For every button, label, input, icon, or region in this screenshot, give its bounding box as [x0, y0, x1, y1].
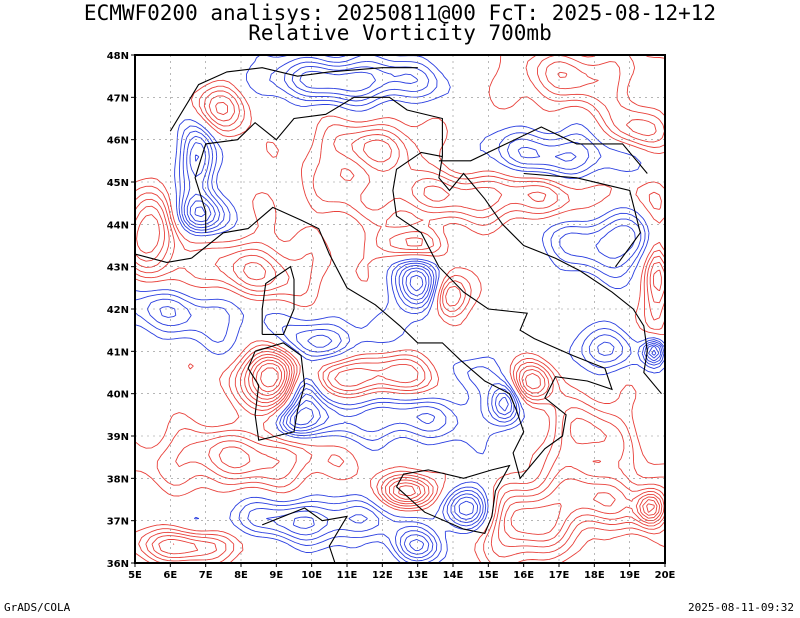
positive-vorticity-contour: [135, 55, 665, 562]
lon-tick-label: 13E: [407, 570, 428, 581]
lat-tick-label: 36N: [107, 559, 129, 570]
lon-tick-label: 20E: [655, 570, 676, 581]
positive-vorticity-contour: [260, 367, 655, 513]
positive-vorticity-contour: [135, 55, 665, 563]
lat-tick-label: 42N: [107, 305, 129, 316]
lon-tick-label: 14E: [443, 570, 464, 581]
vorticity-contours: [135, 55, 665, 563]
negative-vorticity-contour: [146, 60, 665, 562]
negative-vorticity-contour: [159, 65, 663, 559]
sicily-coast: [396, 464, 511, 535]
lon-tick-label: 11E: [337, 570, 358, 581]
latitude-axis: 48N 47N 46N 45N 44N 43N 42N 41N 40N 39N 38N 37N 36N: [107, 51, 135, 570]
positive-vorticity-contour: [135, 61, 665, 559]
lon-tick-label: 17E: [549, 570, 570, 581]
lon-tick-label: 6E: [163, 570, 177, 581]
sardinia-coast: [247, 342, 306, 441]
swiss-austria-border: [169, 67, 418, 132]
positive-vorticity-contour: [135, 55, 665, 563]
italy-peninsula-coast: [191, 151, 613, 480]
positive-vorticity-contour: [255, 363, 658, 516]
longitude-axis: 5E 6E 7E 8E 9E 10E 11E 12E 13E 14E 15E 16E 17E 18E 19E…: [128, 563, 676, 581]
coastlines: [135, 67, 662, 563]
lon-tick-label: 8E: [234, 570, 248, 581]
lat-tick-label: 44N: [107, 220, 129, 231]
negative-vorticity-contour: [186, 70, 662, 555]
positive-vorticity-contour: [136, 214, 663, 545]
bosnia-border: [523, 172, 641, 268]
lat-tick-label: 46N: [107, 136, 129, 147]
lon-tick-label: 12E: [372, 570, 393, 581]
balkan-coast: [438, 156, 662, 395]
lat-tick-label: 45N: [107, 178, 129, 189]
lon-tick-label: 10E: [301, 570, 322, 581]
lat-tick-label: 37N: [107, 517, 129, 528]
corsica-coast: [261, 265, 295, 335]
lon-tick-label: 16E: [513, 570, 534, 581]
france-coast: [135, 253, 192, 263]
lat-tick-label: 48N: [107, 51, 129, 62]
lat-tick-label: 38N: [107, 474, 129, 485]
negative-vorticity-contour: [189, 154, 660, 552]
lon-tick-label: 15E: [478, 570, 499, 581]
lat-tick-label: 39N: [107, 432, 129, 443]
positive-vorticity-contour: [251, 359, 661, 519]
lat-tick-label: 43N: [107, 263, 129, 274]
lon-tick-label: 19E: [619, 570, 640, 581]
footer-timestamp: 2025-08-11-09:32: [688, 601, 794, 614]
lon-tick-label: 18E: [584, 570, 605, 581]
lon-tick-label: 9E: [269, 570, 283, 581]
negative-vorticity-contour: [135, 55, 665, 563]
negative-vorticity-contour: [194, 206, 657, 356]
lat-lon-grid: [135, 55, 665, 563]
title-line-1: ECMWF0200 analisys: 20250811@00 FcT: 202…: [83, 1, 717, 25]
alps-border: [194, 96, 443, 233]
title-line-2: Relative Vorticity 700mb: [248, 21, 552, 45]
footer-credit: GrADS/COLA: [4, 601, 71, 614]
lat-tick-label: 40N: [107, 390, 129, 401]
negative-vorticity-contour: [135, 55, 665, 563]
lat-tick-label: 47N: [107, 93, 129, 104]
tunisia-coast: [261, 507, 349, 563]
lon-tick-label: 7E: [199, 570, 213, 581]
slovenia-croatia-border: [438, 126, 648, 174]
lat-tick-label: 41N: [107, 347, 129, 358]
lon-tick-label: 5E: [128, 570, 142, 581]
